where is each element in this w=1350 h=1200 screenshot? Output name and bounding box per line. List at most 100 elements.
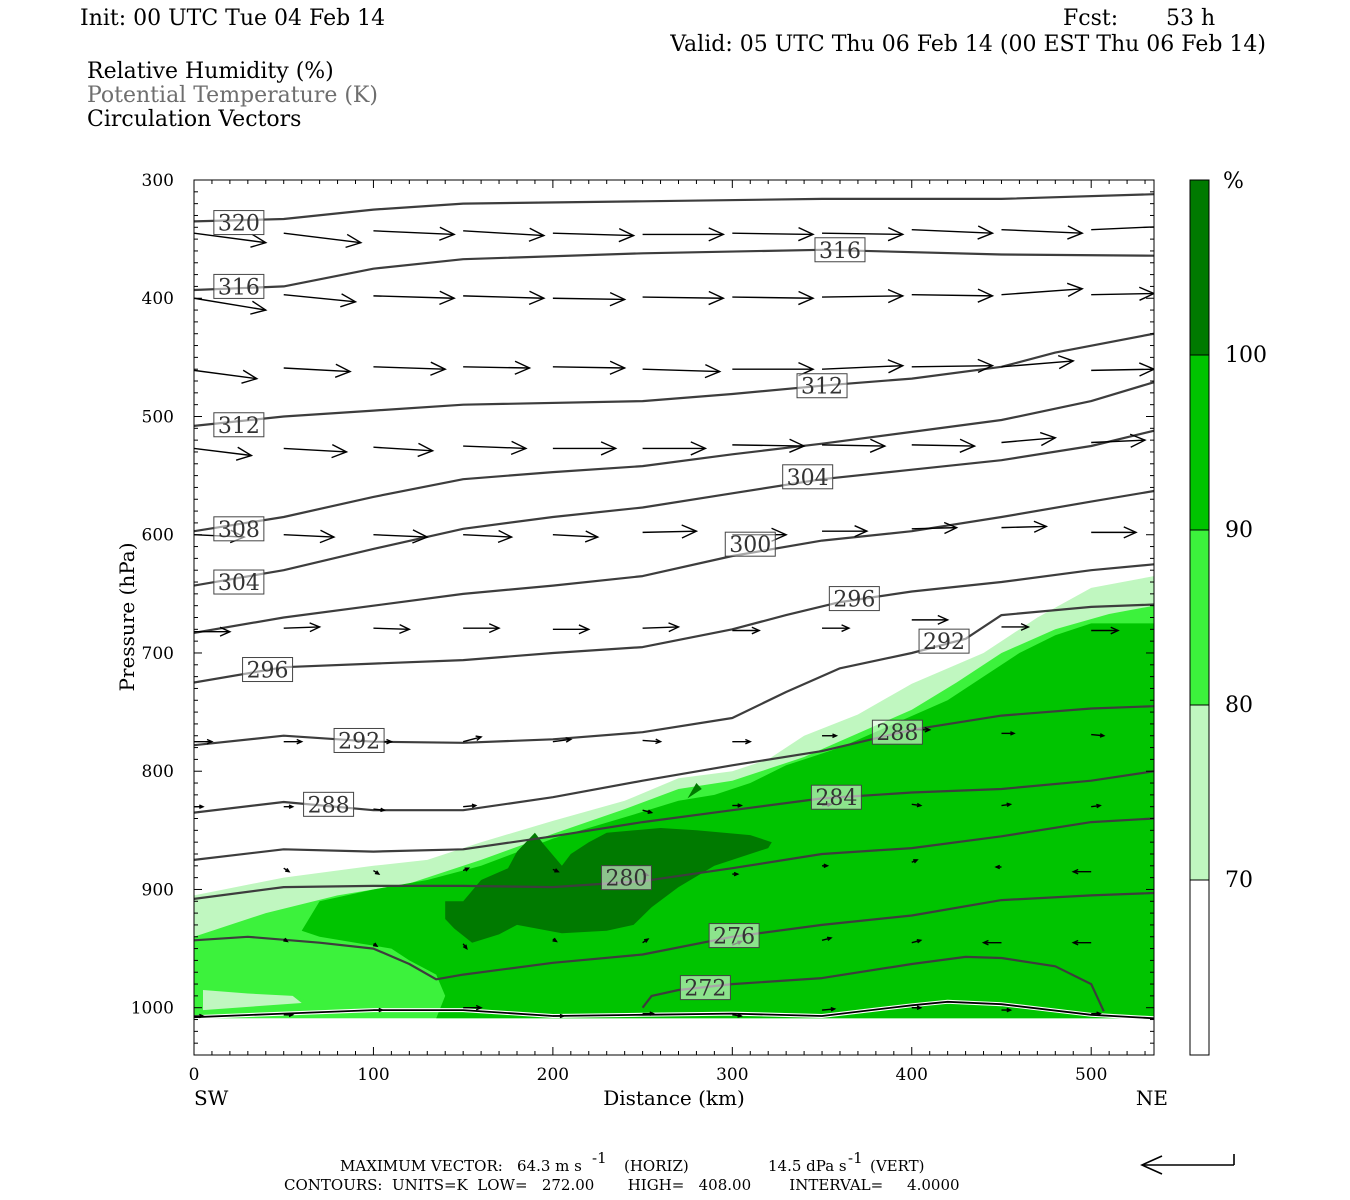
max-vector-vert-unit: (VERT) [870, 1157, 925, 1175]
theta-contour-304 [194, 429, 1154, 587]
circulation-vector-52 [911, 521, 959, 535]
svg-text:316: 316 [218, 275, 260, 300]
theta-contour-312 [194, 332, 1154, 427]
x-tick-label-100: 100 [357, 1065, 389, 1085]
circulation-vector-64 [1001, 623, 1031, 631]
circulation-vector-34 [283, 443, 349, 459]
theta-contour-288 [194, 705, 1154, 814]
circulation-vector-78 [283, 804, 295, 809]
contour-label-276-11a: 276 [708, 923, 760, 950]
colorbar-label-70: 70 [1225, 868, 1253, 893]
svg-text:312: 312 [801, 375, 843, 400]
circulation-vector-45 [283, 529, 336, 544]
x-tick-label-0: 0 [189, 1065, 200, 1085]
rh-region-100+-4 [687, 783, 702, 799]
circulation-vector-37 [552, 441, 618, 456]
circulation-vector-81 [642, 809, 654, 814]
circulation-vector-72 [732, 738, 752, 745]
contour-labels: 320 316 316 312 312 308 304 304 300 296 296 292 292 2… [213, 210, 970, 1002]
max-vector-horiz: 64.3 m s [517, 1157, 582, 1175]
circulation-vector-9 [1001, 225, 1084, 240]
x-tick-label-400: 400 [896, 1065, 928, 1085]
circulation-vector-87 [283, 867, 291, 873]
circulation-vector-94 [911, 859, 919, 864]
circulation-vector-79 [373, 807, 386, 813]
colorbar-bin-90-100 [1189, 354, 1210, 531]
max-vector-vert: 14.5 dPa s [768, 1157, 847, 1175]
circulation-vector-90 [552, 868, 560, 873]
contour-label-280-10a: 280 [600, 865, 652, 892]
circulation-vector-43 [1091, 433, 1147, 448]
circulation-vector-107 [194, 1013, 205, 1019]
theta-contour-308 [194, 381, 1154, 533]
circulation-vector-24 [373, 361, 447, 376]
y-tick-label-300: 300 [142, 171, 174, 191]
circulation-vector-73 [822, 733, 839, 739]
circulation-vector-61 [732, 626, 761, 635]
svg-text:312: 312 [218, 414, 260, 439]
contour-label-312-2a: 312 [213, 412, 265, 439]
legend-title-theta: Potential Temperature (K) [87, 83, 378, 108]
svg-text:288: 288 [308, 793, 350, 818]
svg-text:320: 320 [218, 212, 260, 237]
circulation-vector-59 [552, 624, 591, 635]
colorbar-bin-100 [1189, 179, 1210, 356]
circulation-vector-93 [822, 863, 830, 869]
y-tick-label-800: 800 [142, 762, 174, 782]
x-axis-title: Distance (km) [603, 1086, 745, 1110]
svg-text:272: 272 [684, 977, 726, 1002]
circulation-vector-110 [463, 1004, 483, 1011]
circulation-vector-48 [552, 530, 600, 543]
svg-text:316: 316 [819, 239, 861, 264]
footer: MAXIMUM VECTOR: 64.3 m s -1 (HORIZ) 14.5… [284, 1149, 1235, 1194]
circulation-vector-23 [283, 363, 352, 378]
contour-label-296-6b: 296 [828, 586, 880, 613]
circulation-vector-67 [283, 738, 304, 745]
circulation-vector-1 [283, 232, 363, 249]
circulation-vector-85 [1001, 802, 1013, 808]
circulation-vector-47 [463, 529, 514, 544]
circulation-vector-108 [283, 1012, 295, 1018]
circulation-vector-46 [373, 529, 429, 544]
theta-contour-316 [194, 248, 1154, 292]
circulation-vector-62 [822, 624, 851, 633]
circulation-vector-71 [642, 738, 663, 745]
max-vector-vert-exp: -1 [848, 1149, 863, 1167]
circulation-vectors [194, 225, 1154, 1019]
circulation-vector-109 [373, 1007, 385, 1013]
circulation-vector-17 [732, 290, 815, 306]
circulation-vector-6 [732, 227, 815, 242]
circulation-vector-22 [194, 369, 259, 384]
circulation-vector-42 [1001, 431, 1058, 447]
circulation-vector-70 [552, 737, 573, 743]
contour-label-284-9a: 284 [810, 784, 862, 811]
svg-text:288: 288 [876, 721, 918, 746]
legend-title-rh: Relative Humidity (%) [87, 59, 334, 84]
circulation-vector-82 [732, 803, 744, 808]
circulation-vector-116 [1001, 1007, 1013, 1013]
contour-label-288-8b: 288 [871, 719, 923, 746]
svg-text:292: 292 [923, 630, 965, 655]
contour-info: CONTOURS: UNITS=K LOW= 272.00 HIGH= 408.… [284, 1176, 960, 1194]
circulation-vector-51 [822, 525, 869, 538]
max-vector-horiz-exp: -1 [592, 1149, 607, 1167]
circulation-vector-15 [552, 292, 627, 307]
circulation-vector-4 [552, 227, 636, 243]
svg-text:292: 292 [338, 729, 380, 754]
circulation-vector-18 [822, 288, 905, 304]
circulation-vector-56 [283, 622, 322, 633]
contour-label-316-1b: 316 [814, 237, 866, 264]
colorbar-bin-80-90 [1189, 529, 1210, 706]
svg-text:276: 276 [713, 925, 755, 950]
circulation-vector-29 [822, 359, 905, 374]
max-vector-horiz-unit: (HORIZ) [624, 1157, 689, 1175]
y-tick-label-600: 600 [142, 526, 174, 546]
circulation-vector-21 [1091, 286, 1154, 301]
circulation-vector-10 [1091, 226, 1154, 231]
valid-time: Valid: 05 UTC Thu 06 Feb 14 (00 EST Thu … [669, 32, 1266, 57]
colorbar-label-100: 100 [1225, 343, 1267, 368]
circulation-vector-31 [1001, 354, 1075, 370]
contour-label-272-12a: 272 [679, 975, 731, 1002]
contour-label-312-2b: 312 [796, 373, 848, 400]
